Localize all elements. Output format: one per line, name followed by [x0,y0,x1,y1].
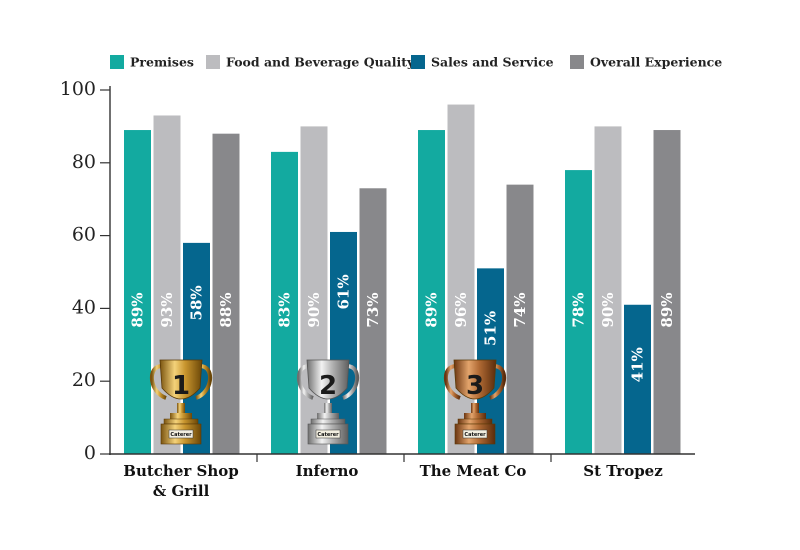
trophy-base-top [310,418,346,425]
bar [359,188,387,454]
bar-value-label: 73% [364,292,382,327]
legend-swatch [411,55,425,69]
trophy-cup [159,359,203,400]
trophy-plaque [462,429,488,439]
trophy-handle-left [150,364,167,400]
legend-swatch [206,55,220,69]
bar-value-label: 89% [423,292,441,327]
trophy-collar [317,413,339,419]
legend: Premises Food and Beverage Quality Sales a… [110,55,722,70]
trophy-rank: 1 [172,371,190,401]
bar-value-label: 51% [482,311,500,346]
legend-label: Premises [130,55,194,70]
bar [153,115,181,454]
trophy-cup [453,359,497,400]
x-category-label: Inferno [296,462,359,480]
y-tick-label: 80 [72,151,96,173]
legend-label: Overall Experience [590,55,722,70]
bar [300,126,328,455]
x-category-line: The Meat Co [420,462,527,480]
trophies-group: Caterer 1 Caterer 2 Caterer 3 [150,359,506,445]
trophy-handle-left [297,364,314,400]
bar [565,170,592,454]
bar-value-label: 93% [158,292,176,327]
legend-label: Food and Beverage Quality [226,55,415,70]
x-category-line: & Grill [153,482,210,500]
bar-value-label: 58% [188,285,206,320]
trophy-stem [471,403,479,415]
trophy-rank: 3 [466,371,484,401]
x-category-label: Butcher Shop & Grill [123,462,238,500]
trophy-collar [170,413,192,419]
bar-value-label: 88% [217,292,235,327]
y-tick-label: 60 [72,224,96,246]
bar [624,304,651,454]
bar [212,133,240,454]
trophy-handle-right [342,364,359,400]
bar-value-label: 61% [335,274,353,309]
trophy-stem [177,403,185,415]
bar-value-label: 89% [129,292,147,327]
trophy-handle-left [444,364,461,400]
x-category-line: Inferno [296,462,359,480]
x-category-line: St Tropez [583,462,663,480]
bar-value-label: 89% [658,292,676,327]
trophy-cup [306,359,350,400]
trophy-base-top [457,418,493,425]
axes-group: 0 20 40 60 80 100 Butcher Shop & Grill Inferno Th… [60,78,695,500]
x-category-line: Butcher Shop [123,462,238,480]
bar [271,151,298,454]
trophy-icon: Caterer 3 [444,359,506,445]
bar-value-label: 78% [570,292,588,327]
y-tick-label: 40 [72,296,96,318]
legend-swatch [110,55,124,69]
bar-value-label: 90% [599,292,617,327]
trophy-plaque [315,429,341,439]
bar [124,130,151,455]
y-tick-label: 0 [84,442,96,464]
bar [506,184,534,454]
bar-value-label: 83% [276,292,294,327]
trophy-brand: Caterer [170,432,192,438]
bar [447,104,475,454]
trophy-collar [464,413,486,419]
trophy-handle-right [489,364,506,400]
trophy-icon: Caterer 2 [297,359,359,445]
x-category-label: St Tropez [583,462,663,480]
trophy-icon: Caterer 1 [150,359,212,445]
bar-value-label: 41% [629,347,647,382]
bar-value-label: 96% [452,292,470,327]
trophy-handle-right [195,364,212,400]
legend-swatch [570,55,584,69]
trophy-stem [324,403,332,415]
trophy-base-top [163,418,199,425]
trophy-brand: Caterer [464,432,486,438]
bar-value-label: 74% [511,292,529,327]
x-category-label: The Meat Co [420,462,527,480]
bar-value-label: 90% [305,292,323,327]
bar [418,130,445,455]
legend-label: Sales and Service [431,55,554,70]
y-tick-label: 20 [72,369,96,391]
trophy-brand: Caterer [317,432,339,438]
bar [594,126,622,455]
trophy-rank: 2 [319,371,337,401]
y-tick-label: 100 [60,78,96,100]
bar [653,130,681,455]
trophy-plaque [168,429,194,439]
bars-group: 89% 93% 58% 88% 83% 90% 61% 73% 89% 96% 51% 74% 78% 9… [124,104,681,455]
